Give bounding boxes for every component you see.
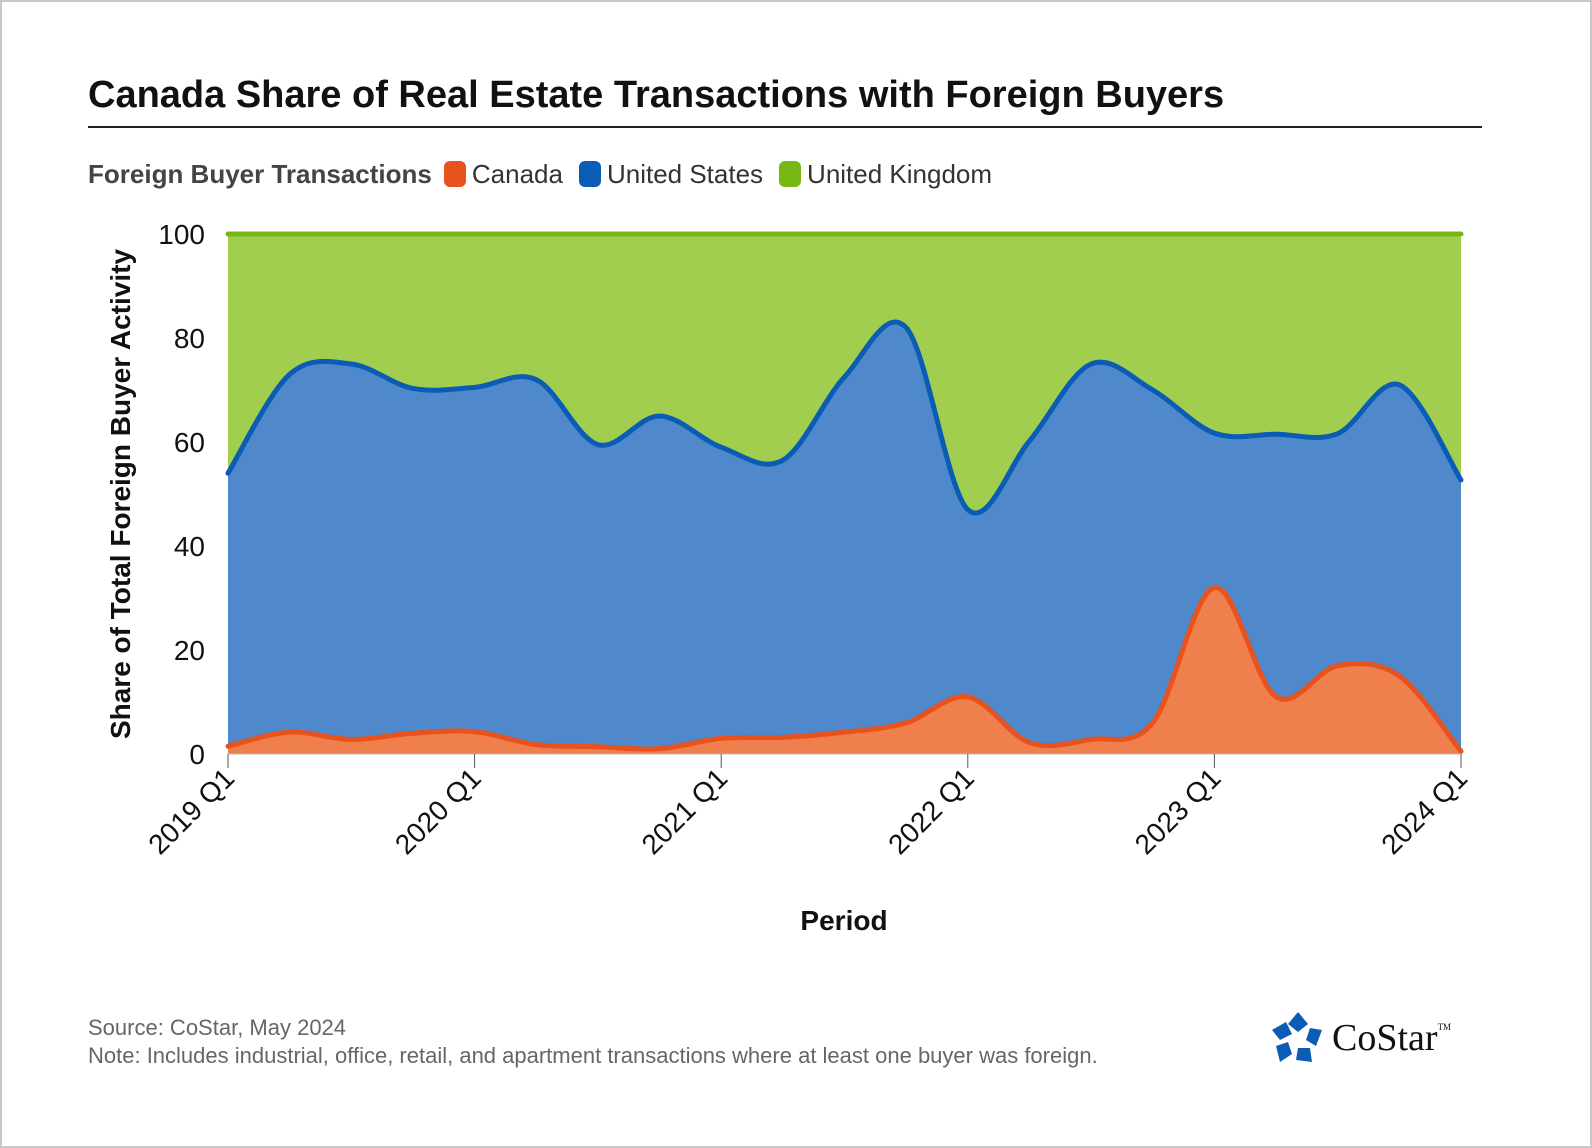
legend-swatch-canada xyxy=(443,161,466,187)
x-tick-label: 2023 Q1 xyxy=(1129,762,1227,860)
costar-logo: CoStarTM xyxy=(1270,1010,1451,1066)
legend-swatch-united-states xyxy=(578,161,601,187)
legend-item-united-states[interactable]: United States xyxy=(578,158,764,190)
logo-text: CoStar xyxy=(1332,1017,1438,1059)
line-canada[interactable] xyxy=(225,585,1464,754)
note-text: Note: Includes industrial, office, retai… xyxy=(88,1043,1098,1068)
x-axis-label: Period xyxy=(800,905,887,936)
legend-title: Foreign Buyer Transactions xyxy=(88,158,432,189)
title-divider xyxy=(88,126,1482,128)
y-axis-label: Share of Total Foreign Buyer Activity xyxy=(105,249,136,740)
y-tick-label: 0 xyxy=(189,739,205,770)
x-tick-label: 2022 Q1 xyxy=(882,762,980,860)
area-united-states[interactable] xyxy=(228,322,1461,752)
y-tick-label: 40 xyxy=(174,531,205,562)
legend-swatch-united-kingdom xyxy=(779,161,802,187)
legend-item-united-kingdom[interactable]: United Kingdom xyxy=(779,159,992,190)
legend: Foreign Buyer Transactions Canada United… xyxy=(88,158,1008,190)
legend-label-canada: Canada xyxy=(471,158,563,189)
y-axis-ticks: 0 20 40 60 80 100 xyxy=(158,219,205,770)
legend-label-united-kingdom: United Kingdom xyxy=(807,158,993,189)
x-tick-label: 2021 Q1 xyxy=(636,762,734,860)
x-tick-label: 2024 Q1 xyxy=(1375,762,1473,860)
y-tick-label: 60 xyxy=(174,427,205,458)
line-united-states[interactable] xyxy=(225,319,1464,516)
logo-trademark: TM xyxy=(1437,1022,1452,1032)
x-axis-ticks: 2019 Q1 2020 Q1 2021 Q1 2022 Q1 2023 Q1 2024 … xyxy=(142,753,1473,860)
legend-label-united-states: United States xyxy=(606,158,764,189)
stacked-area-chart: 0 20 40 60 80 100 2019 Q1 2020 Q1 2021 Q1 2022 Q… xyxy=(105,219,1473,936)
chart-title: Canada Share of Real Estate Transactions… xyxy=(88,74,1225,116)
legend-item-canada[interactable]: Canada xyxy=(443,158,563,190)
area-series xyxy=(228,234,1461,754)
costar-star-icon xyxy=(1272,1012,1322,1062)
area-canada[interactable] xyxy=(228,587,1461,754)
footer: Source: CoStar, May 2024 Note: Includes … xyxy=(88,1014,1098,1070)
y-tick-label: 80 xyxy=(174,323,205,354)
logo-wordmark: CoStarTM xyxy=(1332,1016,1451,1060)
x-tick-label: 2019 Q1 xyxy=(142,762,240,860)
source-text: Source: CoStar, May 2024 xyxy=(88,1015,347,1040)
y-tick-label: 100 xyxy=(158,219,205,250)
y-tick-label: 20 xyxy=(174,635,205,666)
x-tick-label: 2020 Q1 xyxy=(389,762,487,860)
series-lines xyxy=(225,231,1464,754)
